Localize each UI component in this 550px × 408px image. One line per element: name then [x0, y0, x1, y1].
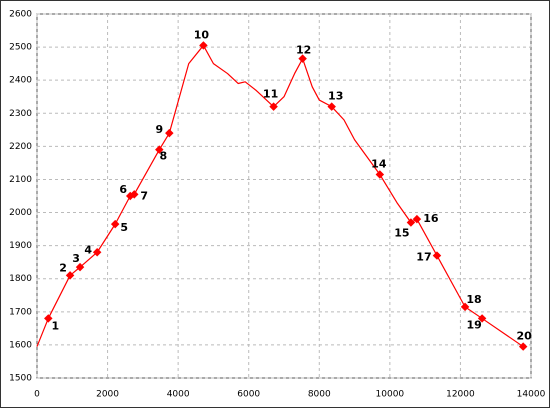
y-tick-label: 1700 [9, 307, 32, 317]
marker [165, 128, 174, 138]
x-tick-label: 10000 [376, 390, 405, 400]
marker-label: 11 [263, 88, 278, 101]
marker-label: 4 [84, 243, 92, 256]
y-tick-label: 2600 [9, 10, 32, 20]
marker [327, 102, 336, 111]
y-tick-label: 2500 [9, 43, 32, 53]
plot-area [36, 13, 532, 379]
y-tick-label: 2300 [9, 109, 32, 119]
marker [65, 271, 75, 280]
marker-label: 5 [120, 221, 128, 234]
x-tick-label: 14000 [517, 390, 546, 400]
marker-label: 13 [328, 90, 343, 103]
marker [477, 314, 487, 323]
marker [375, 170, 385, 179]
marker-label: 18 [466, 293, 481, 306]
marker-label: 8 [159, 150, 167, 163]
marker-label: 14 [371, 157, 387, 170]
marker [412, 214, 422, 224]
marker [75, 262, 85, 272]
marker [155, 145, 164, 154]
marker [518, 342, 528, 351]
y-tick-label: 2200 [9, 142, 32, 152]
y-tick-label: 2000 [9, 208, 32, 218]
x-tick-label: 12000 [446, 390, 475, 400]
marker [269, 102, 278, 111]
marker [44, 314, 53, 323]
y-tick-label: 1800 [9, 274, 32, 284]
marker-label: 6 [119, 183, 127, 196]
marker [110, 219, 120, 229]
marker-label: 9 [155, 123, 163, 136]
y-tick-label: 1500 [9, 374, 32, 384]
marker-label: 10 [194, 28, 210, 41]
x-tick-label: 6000 [237, 390, 260, 400]
marker-label: 20 [517, 330, 533, 343]
marker [406, 218, 416, 227]
profile-line [36, 44, 524, 348]
marker [460, 302, 470, 312]
marker-label: 12 [296, 44, 311, 57]
marker [92, 248, 102, 257]
x-tick-label: 8000 [308, 390, 331, 400]
y-tick-label: 2400 [9, 76, 32, 86]
y-tick-label: 1600 [9, 340, 32, 350]
y-tick-label: 2100 [9, 175, 32, 185]
marker [432, 251, 442, 260]
marker-label: 3 [72, 252, 80, 265]
marker-label: 16 [423, 212, 439, 225]
marker-label: 19 [466, 318, 481, 331]
marker [199, 41, 208, 50]
x-tick-label: 4000 [167, 390, 190, 400]
marker-label: 7 [140, 189, 148, 202]
x-tick-label: 0 [34, 390, 40, 400]
marker [298, 54, 307, 63]
x-tick-label: 2000 [96, 390, 119, 400]
y-tick-label: 1900 [9, 241, 32, 251]
marker [130, 190, 139, 199]
marker-label: 15 [394, 226, 409, 239]
marker-label: 2 [59, 261, 67, 274]
marker-label: 1 [51, 319, 59, 332]
marker-label: 17 [416, 251, 431, 264]
